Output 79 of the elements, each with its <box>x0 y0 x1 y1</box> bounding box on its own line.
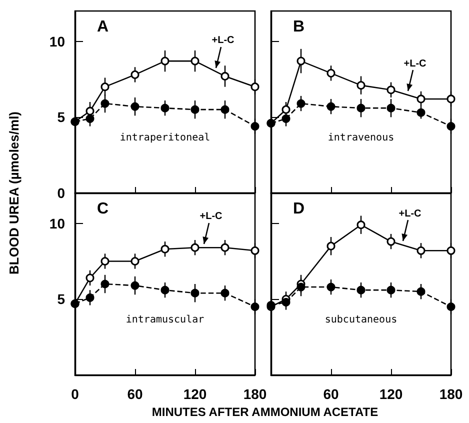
x-axis-title: MINUTES AFTER AMMONIUM ACETATE <box>152 405 378 419</box>
point <box>356 220 366 230</box>
annotation: intramuscular <box>126 314 204 326</box>
x-tick-label: 120 <box>379 386 403 402</box>
point <box>386 286 396 294</box>
x-tick-label: 180 <box>243 386 267 402</box>
point <box>282 105 290 114</box>
point <box>446 246 456 255</box>
point <box>250 82 260 92</box>
point <box>160 244 170 254</box>
y-tick-label: 0 <box>57 185 66 201</box>
annotation: subcutaneous <box>324 314 398 326</box>
point <box>386 104 396 112</box>
y-tick-label: 10 <box>49 33 66 50</box>
point <box>250 246 260 255</box>
annotation: intravenous <box>328 132 394 144</box>
annotation: intraperitoneal <box>120 132 210 144</box>
y-tick-label: 5 <box>57 291 66 308</box>
x-tick-label: 0 <box>71 386 80 402</box>
x-tick-label: 180 <box>439 386 463 402</box>
point <box>326 102 336 111</box>
point <box>220 243 230 252</box>
point <box>100 99 110 108</box>
point <box>160 104 170 112</box>
point <box>190 288 200 298</box>
y-tick-label: 5 <box>57 109 66 126</box>
point <box>160 286 170 294</box>
point <box>282 298 290 306</box>
point <box>86 293 94 302</box>
point <box>326 68 336 78</box>
point <box>86 114 94 123</box>
point <box>130 102 140 111</box>
annotation: +L-C <box>404 58 426 70</box>
point <box>416 246 426 255</box>
point <box>446 94 456 104</box>
point <box>100 257 110 266</box>
point <box>86 106 94 116</box>
point <box>130 70 140 79</box>
point <box>416 287 426 296</box>
annotation: A <box>97 18 109 36</box>
point <box>220 288 230 298</box>
point <box>386 86 396 94</box>
point <box>356 104 366 112</box>
point <box>190 56 200 66</box>
x-tick-label: 120 <box>183 386 207 402</box>
point <box>86 274 94 282</box>
point <box>446 122 456 131</box>
point <box>190 243 200 252</box>
point <box>356 81 366 90</box>
point <box>250 302 260 311</box>
point <box>250 122 260 131</box>
point <box>130 281 140 290</box>
point <box>282 114 290 123</box>
point <box>100 280 110 288</box>
point <box>446 302 456 311</box>
annotation: D <box>293 200 305 218</box>
annotation: +L-C <box>200 211 222 222</box>
point <box>356 286 366 294</box>
y-tick-label: 10 <box>49 215 66 232</box>
annotation: C <box>97 200 109 218</box>
x-tick-label: 60 <box>127 386 143 402</box>
point <box>326 242 336 250</box>
y-axis-title: BLOOD UREA (µmoles/ml) <box>6 111 22 275</box>
point <box>296 99 306 108</box>
point <box>386 237 396 246</box>
point <box>220 72 230 80</box>
point <box>160 56 170 66</box>
annotation: B <box>293 18 305 36</box>
point <box>296 56 306 66</box>
point <box>326 282 336 292</box>
annotation: +L-C <box>212 35 234 46</box>
point <box>416 94 426 104</box>
point <box>296 282 306 292</box>
point <box>190 105 200 114</box>
x-tick-label: 60 <box>323 386 339 402</box>
point <box>100 82 110 92</box>
point <box>130 257 140 266</box>
point <box>220 105 230 114</box>
annotation: +L-C <box>398 208 422 220</box>
